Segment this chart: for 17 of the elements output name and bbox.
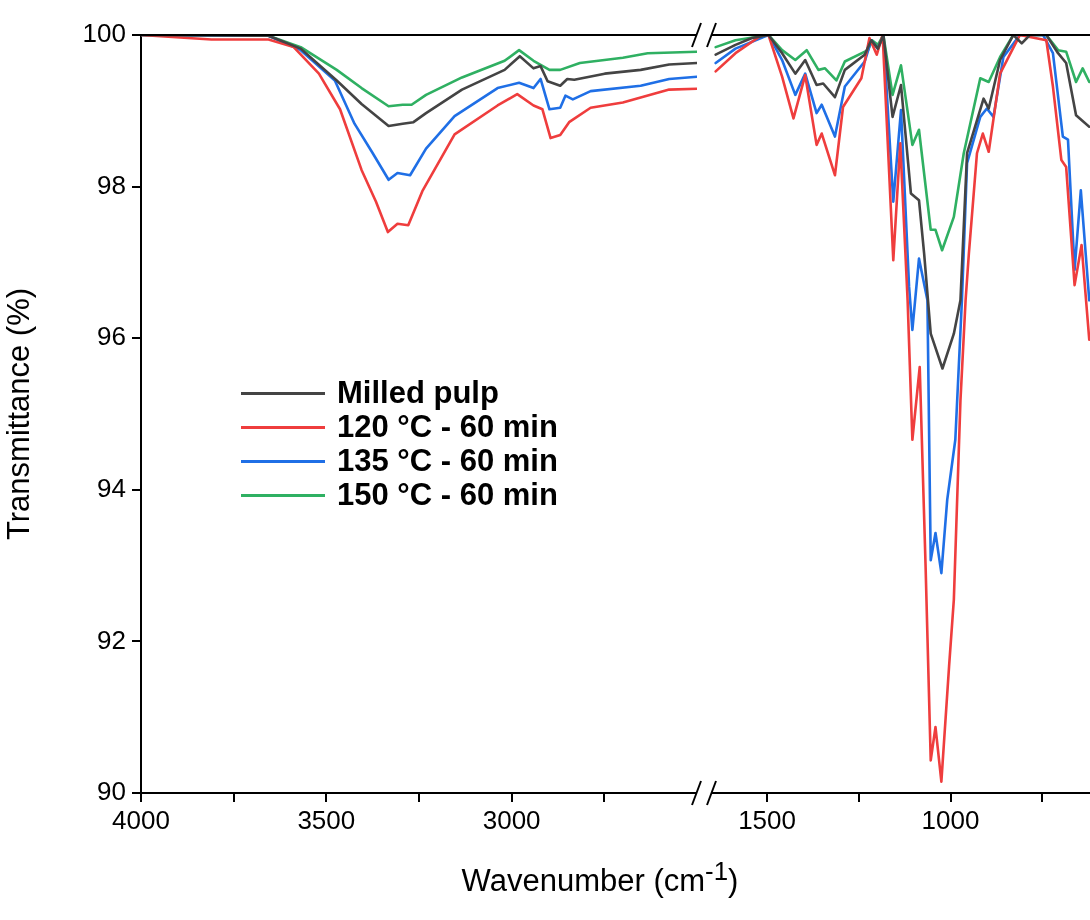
y-tick-label: 90 xyxy=(97,776,126,807)
legend-label: 120 °C - 60 min xyxy=(337,409,558,446)
x-axis-title: Wavenumber (cm$^{-1}$) xyxy=(461,857,739,900)
y-axis-title: Transmittance (%) xyxy=(1,287,37,541)
x-tick-label: 3000 xyxy=(482,804,541,835)
x-tick-label: 1500 xyxy=(738,804,796,835)
x-tick-label: 4000 xyxy=(112,804,170,835)
y-tick-label: 96 xyxy=(97,321,126,352)
legend-label: 135 °C - 60 min xyxy=(337,443,558,480)
y-tick-label: 100 xyxy=(82,18,126,49)
y-tick-label: 98 xyxy=(97,169,126,200)
x-tick-label: 1000 xyxy=(921,804,980,835)
x-tick-label: 3500 xyxy=(297,804,356,835)
y-tick-label: 92 xyxy=(97,624,126,655)
legend-label: 150 °C - 60 min xyxy=(337,477,558,514)
y-tick-label: 94 xyxy=(97,472,126,503)
legend-label: Milled pulp xyxy=(337,375,499,412)
